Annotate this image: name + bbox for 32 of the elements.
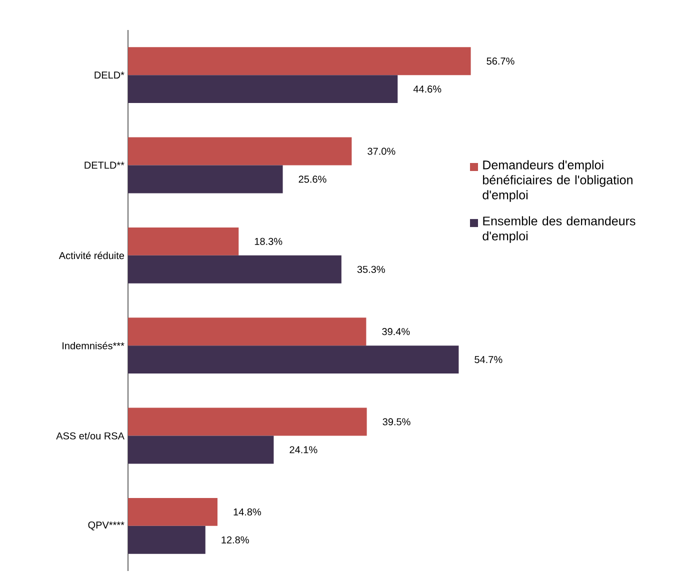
data-label: 18.3% xyxy=(254,238,282,245)
data-label: 44.6% xyxy=(413,86,442,93)
data-label: 37.0% xyxy=(368,148,396,155)
bar xyxy=(128,47,471,76)
y-tick-label: Activité réduite xyxy=(58,252,124,260)
data-label: 54.7% xyxy=(474,356,502,364)
data-label: 25.6% xyxy=(298,176,326,183)
data-label: 56.7% xyxy=(486,58,514,65)
legend-label: Demandeurs d'emploi bénéficiaires de l'obligation d'emploi xyxy=(482,160,632,202)
data-label: 39.4% xyxy=(382,328,410,336)
y-tick-label: DELD* xyxy=(94,72,124,79)
bar xyxy=(128,408,367,436)
bar xyxy=(128,318,366,346)
bar xyxy=(128,498,218,526)
bar xyxy=(128,346,459,374)
legend-label: Ensemble des demandeurs d'emploi xyxy=(482,216,636,243)
bar xyxy=(128,255,342,284)
bar xyxy=(128,227,239,256)
data-label: 35.3% xyxy=(357,266,385,273)
data-label: 24.1% xyxy=(290,446,318,454)
data-label: 39.5% xyxy=(382,418,410,426)
y-tick-label: DETLD** xyxy=(84,162,124,169)
data-label: 12.8% xyxy=(222,536,249,544)
bar xyxy=(128,436,274,464)
y-tick-label: Indemnisés*** xyxy=(62,342,124,350)
bar xyxy=(128,165,283,194)
y-tick-label: ASS et/ou RSA xyxy=(56,432,124,440)
bar xyxy=(128,526,206,554)
y-tick-label: QPV**** xyxy=(88,521,124,530)
data-label: 14.8% xyxy=(234,508,262,516)
bar xyxy=(128,137,352,166)
bar xyxy=(128,75,398,104)
